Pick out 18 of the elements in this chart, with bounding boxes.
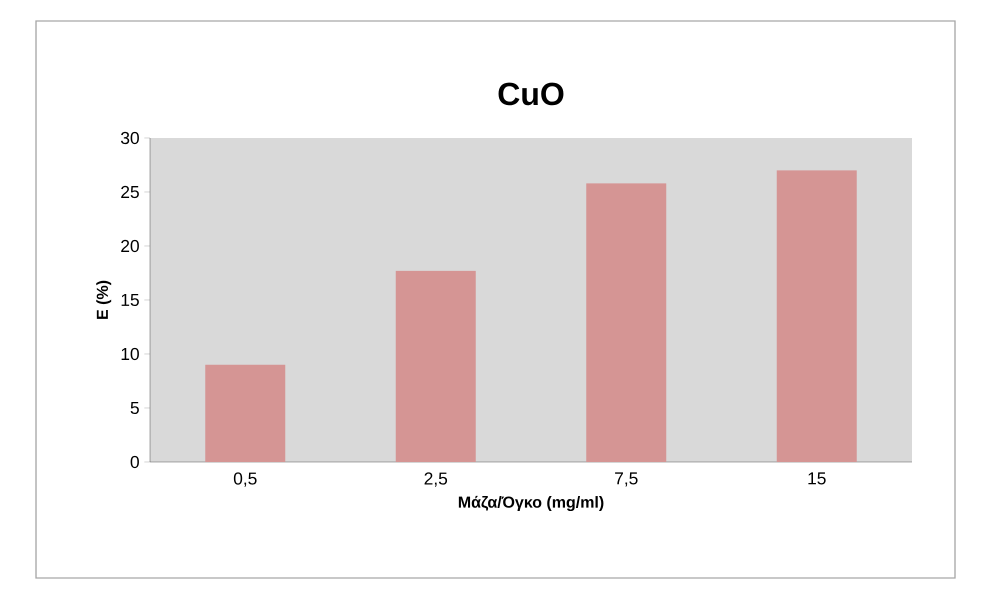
x-axis-title: Μάζα/Όγκο (mg/ml)	[458, 496, 604, 512]
y-tick-label: 15	[122, 294, 139, 306]
bar	[776, 170, 857, 462]
y-tick-label: 20	[121, 240, 139, 252]
bar	[396, 270, 476, 462]
bar	[586, 183, 666, 462]
y-tick-label: 10	[122, 348, 139, 360]
x-tick-label: 15	[808, 472, 826, 484]
bar	[205, 364, 286, 462]
y-tick-label: 5	[130, 402, 139, 414]
x-tick-label: 0,5	[234, 472, 257, 487]
y-tick-label: 25	[121, 186, 139, 198]
y-tick-label: 30	[120, 132, 139, 144]
x-tick-label: 7,5	[615, 472, 638, 487]
y-tick-label: 0	[130, 456, 139, 468]
y-axis-title: E (%)	[96, 280, 112, 319]
chart-title: CuO	[498, 82, 564, 106]
x-tick-label: 2,5	[424, 472, 448, 487]
